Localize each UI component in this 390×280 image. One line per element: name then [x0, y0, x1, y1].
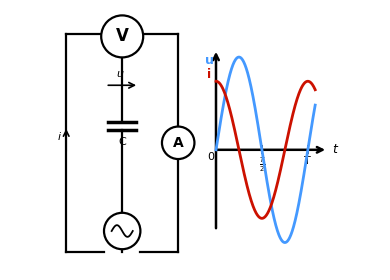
Circle shape — [101, 15, 143, 57]
Circle shape — [104, 213, 140, 249]
Text: u: u — [116, 69, 123, 79]
Text: i: i — [58, 132, 61, 142]
Text: t: t — [332, 143, 337, 156]
Text: 0: 0 — [207, 152, 215, 162]
Text: $\frac{T}{2}$: $\frac{T}{2}$ — [259, 156, 265, 174]
Text: i: i — [207, 68, 211, 81]
Text: C: C — [118, 137, 126, 148]
Circle shape — [162, 127, 195, 159]
Text: V: V — [116, 27, 129, 45]
Text: A: A — [173, 136, 184, 150]
Text: u: u — [205, 54, 213, 67]
Text: T: T — [305, 156, 311, 166]
